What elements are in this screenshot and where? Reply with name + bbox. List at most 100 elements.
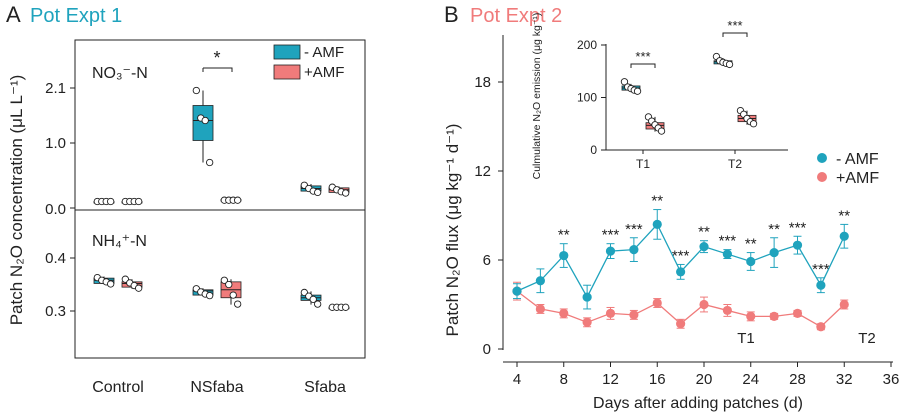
panel-b-xticks: 4 8 12 16 20 24 28 32 36 (513, 362, 899, 388)
sig-label: * (213, 48, 220, 68)
panel-b-series (512, 209, 849, 332)
point-minus-amf (559, 250, 569, 261)
point-plus-amf (559, 308, 569, 318)
data-point (206, 158, 214, 167)
nh4-label: NH₄⁺-N (92, 233, 147, 250)
point-plus-amf (792, 308, 803, 318)
xtick-label: 12 (602, 371, 619, 388)
point-minus-amf (605, 246, 616, 256)
point-minus-amf (512, 286, 522, 296)
data-point (107, 280, 115, 288)
legend-label: +AMF (836, 170, 879, 187)
xtick-label: 4 (513, 371, 521, 388)
point-minus-amf (652, 219, 662, 229)
data-point (201, 116, 209, 125)
inset: Culmulative N₂O emission (μg kg⁻¹) 0 100 2… (531, 13, 788, 180)
point-minus-amf (676, 267, 686, 277)
panel-b-letter: B (444, 2, 459, 27)
inset-xtick-label: T2 (728, 157, 742, 171)
inset-ytick-label: 0 (590, 143, 597, 157)
panel-b-ylabel: Patch N₂O flux (μg kg⁻¹ d⁻¹) (443, 124, 462, 337)
legend-label: - AMF (304, 44, 344, 61)
sig-label: *** (625, 221, 643, 238)
legend-swatch-plus-amf (273, 64, 301, 80)
xtick-label: 8 (560, 371, 568, 388)
category-label: NSfaba (190, 379, 243, 396)
data-point (633, 87, 642, 95)
inset-boxes: *** *** (620, 18, 758, 135)
data-point (725, 60, 734, 69)
ytick-label: 18 (474, 74, 491, 91)
ytick-label: 0 (483, 341, 491, 358)
point-plus-amf (839, 299, 849, 310)
point-plus-amf (699, 299, 709, 310)
data-point (314, 300, 322, 308)
inset-ticks: 0 100 200 T1 T2 (577, 38, 742, 171)
data-point (192, 86, 200, 95)
xtick-label: 20 (696, 371, 713, 388)
data-point (135, 197, 143, 206)
data-point (225, 280, 233, 289)
no3-label: NO₃⁻-N (92, 65, 148, 82)
inset-ytick-label: 100 (577, 91, 597, 105)
point-minus-amf (722, 249, 732, 259)
panel-a-title: Pot Expt 1 (30, 5, 122, 27)
point-plus-amf (722, 305, 732, 316)
sig-label: *** (812, 261, 830, 278)
ytick-label: 12 (474, 163, 491, 180)
sig-label: *** (719, 233, 737, 250)
panel-a-letter: A (6, 2, 21, 27)
legend-swatch-minus-amf (273, 44, 301, 60)
inset-sig-bracket (630, 63, 656, 68)
data-point (229, 291, 237, 299)
xtick-label: 28 (789, 371, 806, 388)
point-minus-amf (839, 231, 849, 241)
data-point (314, 188, 322, 197)
category-label: Sfaba (304, 379, 346, 396)
inset-ylabel: Culmulative N₂O emission (μg kg⁻¹) (531, 13, 543, 180)
sig-bracket (202, 67, 233, 72)
point-plus-amf (605, 308, 616, 318)
inset-sig-bracket (722, 32, 748, 37)
panel-b-title: Pot Expt 2 (470, 5, 562, 27)
data-point (234, 196, 242, 204)
annotation-t1: T1 (737, 330, 755, 347)
panel-a-significance: * (202, 48, 233, 72)
annotation-t2: T2 (858, 330, 876, 347)
sig-label: ** (768, 221, 780, 238)
point-plus-amf (746, 311, 756, 321)
panel-a-legend: - AMF +AMF (273, 44, 344, 81)
legend-marker-plus-amf (817, 172, 827, 182)
point-minus-amf (699, 242, 709, 252)
sig-label: ** (558, 227, 570, 244)
sig-label: ** (698, 224, 710, 241)
panel-a-ylabel: Patch N₂O concentration (μL L⁻¹) (7, 75, 26, 326)
ytick-label: 6 (483, 252, 491, 269)
ytick-label: 0.0 (45, 201, 66, 218)
point-minus-amf (746, 256, 756, 267)
point-minus-amf (535, 276, 545, 286)
xtick-label: 24 (742, 371, 759, 388)
point-plus-amf (582, 317, 592, 327)
sig-label: ** (838, 207, 850, 224)
panel-b-axes (502, 35, 893, 363)
point-plus-amf (676, 319, 686, 329)
sig-label: ** (745, 236, 757, 253)
legend-label: +AMF (304, 64, 344, 81)
panel-b-yticks: 0 6 12 18 (474, 74, 503, 358)
point-plus-amf (535, 304, 545, 314)
sig-label: ** (651, 193, 663, 210)
legend-marker-minus-amf (817, 153, 827, 163)
ytick-label: 0.3 (45, 303, 66, 320)
data-point (749, 120, 758, 128)
point-minus-amf (769, 247, 779, 258)
data-point (206, 291, 214, 300)
data-point (342, 303, 350, 311)
ytick-label: 1.0 (45, 135, 66, 152)
ytick-label: 2.1 (45, 80, 66, 97)
point-plus-amf (816, 322, 826, 332)
point-minus-amf (629, 245, 639, 255)
data-point (309, 295, 317, 303)
inset-ytick-label: 200 (577, 38, 597, 52)
xtick-label: 32 (836, 371, 853, 388)
